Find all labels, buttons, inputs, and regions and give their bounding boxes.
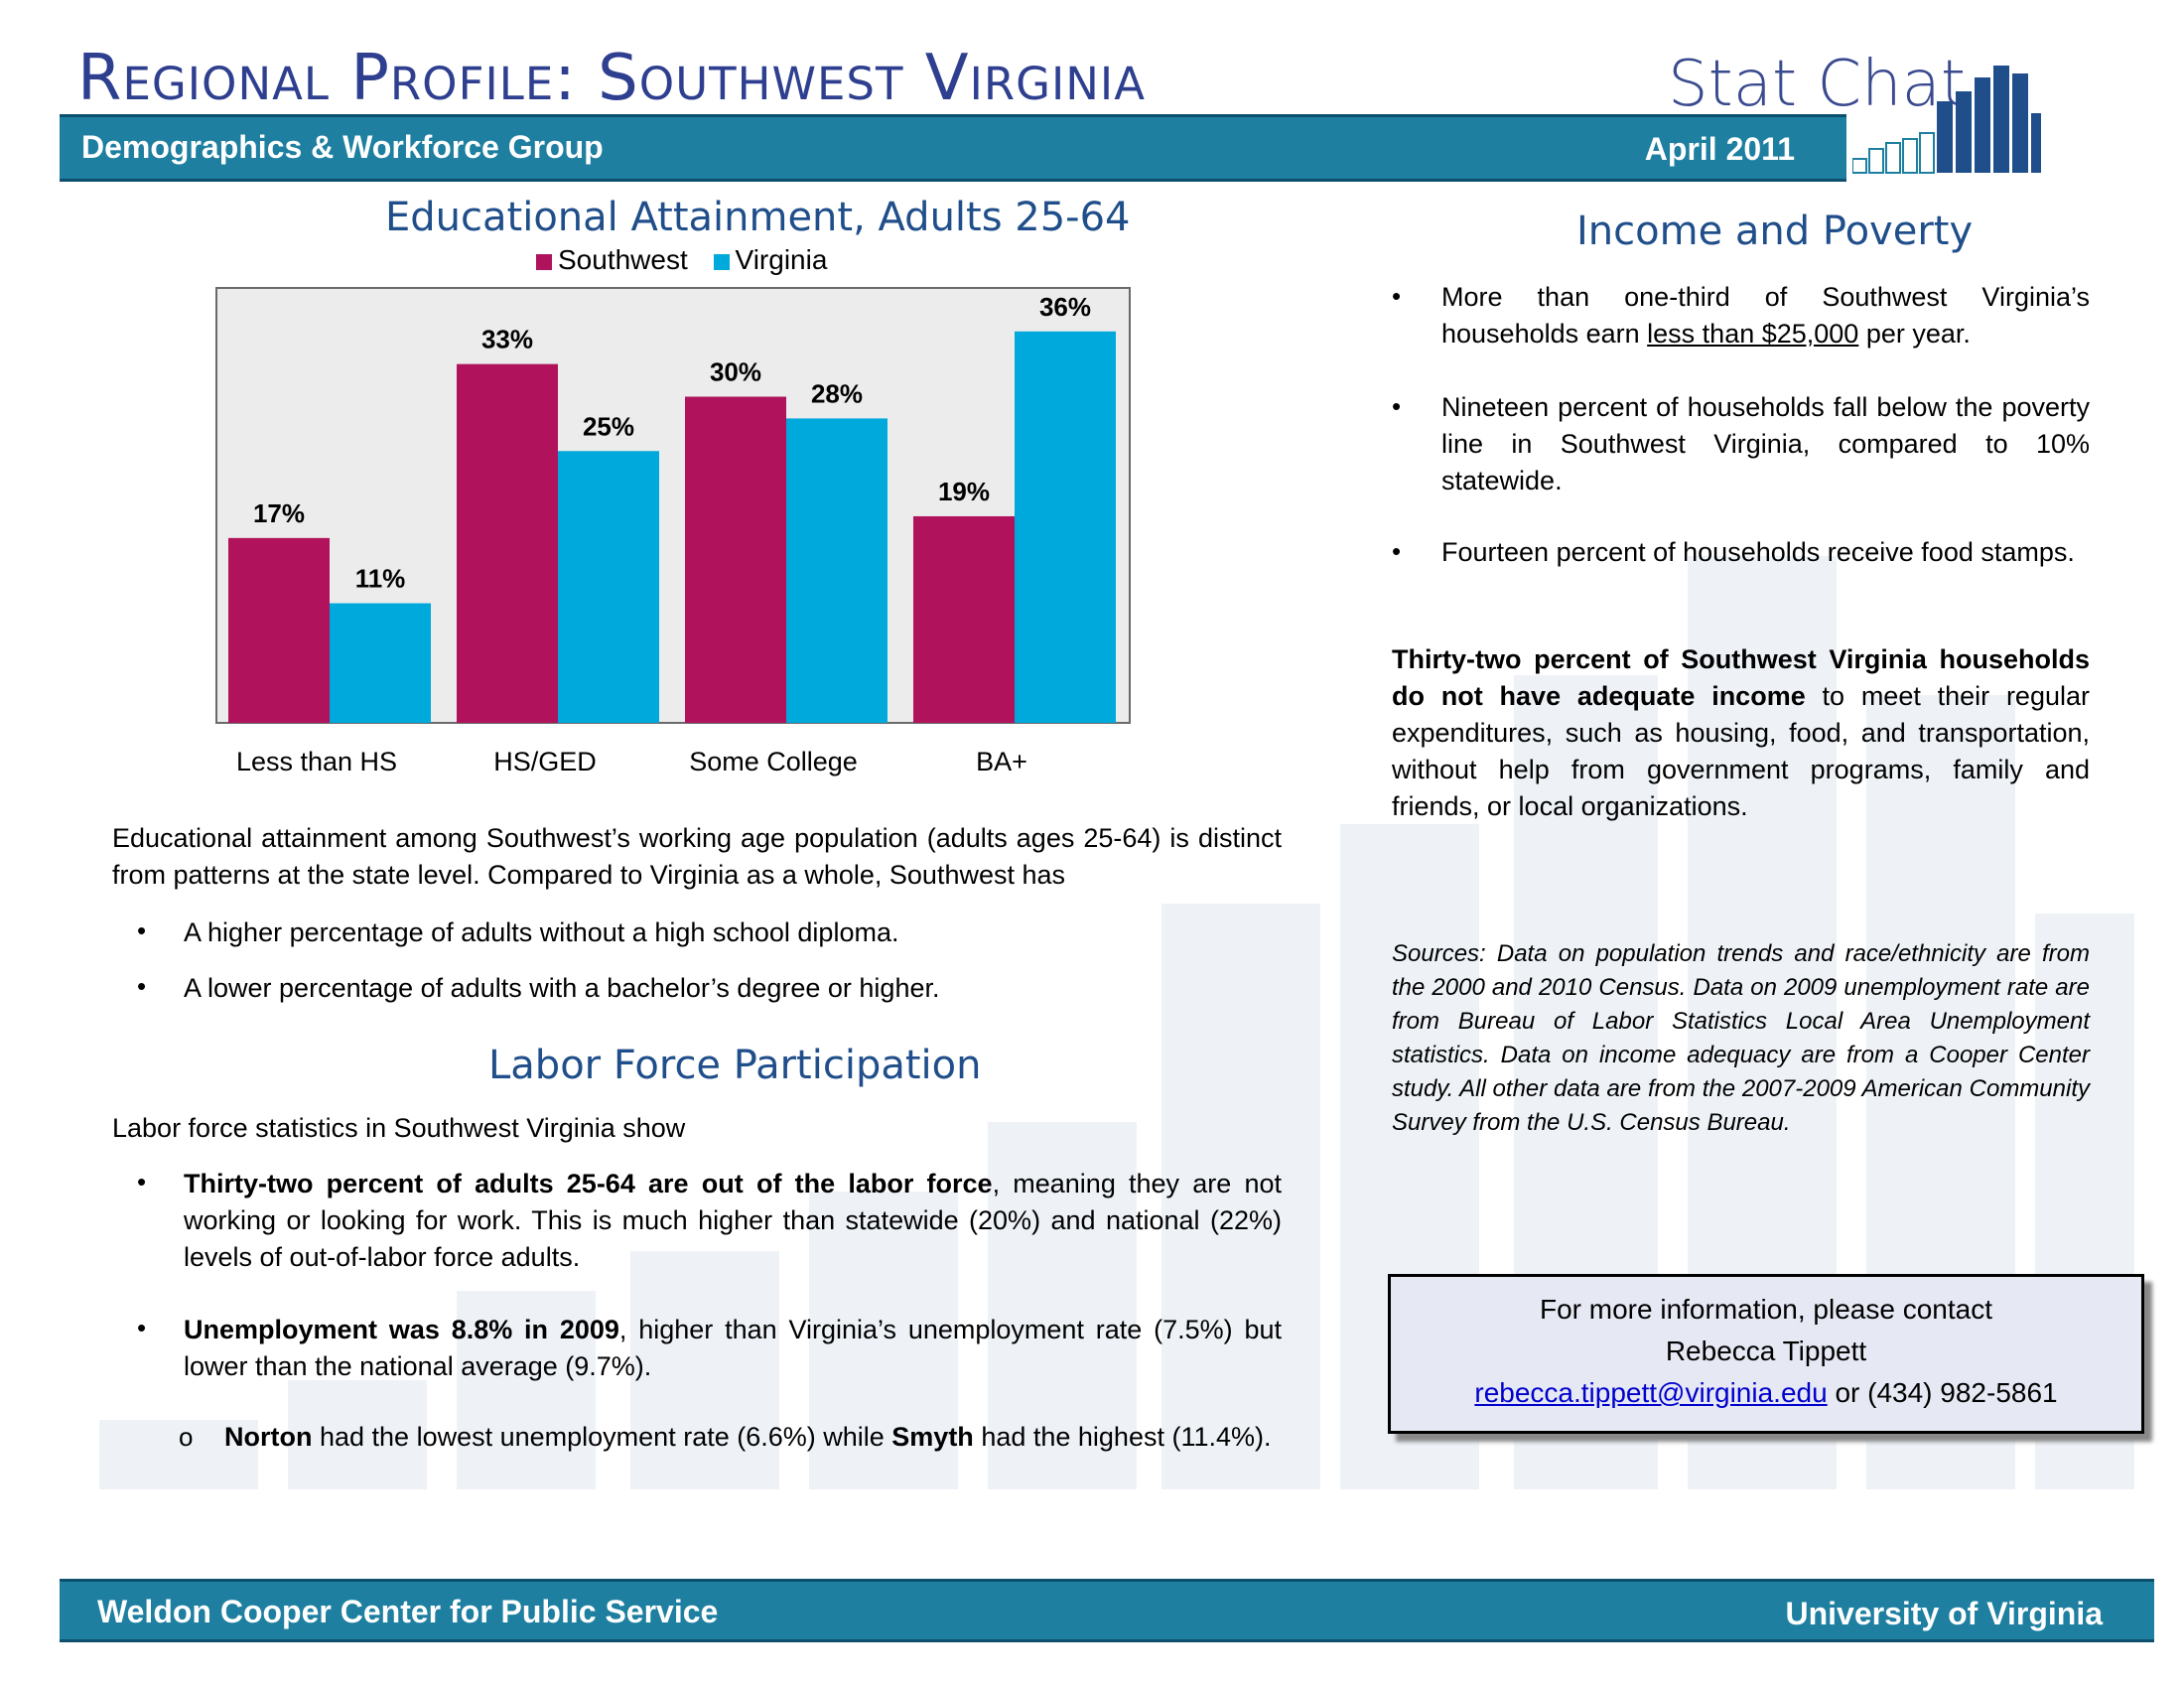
- data-label: 33%: [481, 325, 533, 354]
- watermark-bar: [99, 1420, 258, 1489]
- education-bullet: A higher percentage of adults without a …: [184, 917, 899, 947]
- legend-item-southwest: Southwest: [536, 244, 688, 275]
- bullet-marker: •: [1392, 281, 1402, 311]
- bullet-marker: •: [137, 971, 147, 1001]
- education-bullet: A lower percentage of adults with a bach…: [184, 973, 940, 1003]
- watermark-bar: [288, 1380, 427, 1489]
- bullet-marker: •: [137, 1313, 147, 1342]
- watermark-bar: [1161, 904, 1320, 1489]
- contact-email-link[interactable]: rebecca.tippett@virginia.edu: [1474, 1377, 1828, 1408]
- labor-sub-bullet: Norton had the lowest unemployment rate …: [224, 1422, 1272, 1452]
- sources-note: Sources: Data on population trends and r…: [1392, 940, 2090, 1136]
- bar-virginia-3: [1015, 331, 1116, 723]
- income-heading: Income and Poverty: [1576, 209, 1974, 254]
- footer-organization: Weldon Cooper Center for Public Service: [97, 1594, 719, 1629]
- footer-university: University of Virginia: [1785, 1596, 2104, 1631]
- bullet-marker: •: [1392, 536, 1402, 566]
- bar-virginia-0: [330, 603, 431, 723]
- data-label: 30%: [710, 357, 761, 387]
- x-tick-label: Some College: [689, 747, 858, 776]
- page-title: Regional Profile: Southwest Virginia: [77, 42, 1146, 115]
- labor-bullet-1: Thirty-two percent of adults 25-64 are o…: [184, 1169, 1283, 1272]
- bar-virginia-2: [786, 418, 887, 723]
- watermark-bar: [457, 1291, 596, 1489]
- stat-chat-logo: [1852, 66, 2041, 174]
- bar-virginia-1: [558, 451, 659, 723]
- legend-item-virginia: Virginia: [713, 244, 827, 275]
- data-label: 28%: [811, 378, 863, 408]
- contact-line: For more information, please contact: [1540, 1294, 1992, 1325]
- income-bullet-1: More than one-third of Southwest Virgini…: [1441, 282, 2090, 349]
- brand-name: Stat Chat: [1668, 48, 1966, 121]
- data-label: 36%: [1039, 292, 1091, 322]
- bullet-marker: •: [1392, 391, 1402, 421]
- data-label: 25%: [583, 411, 634, 441]
- data-label: 19%: [938, 477, 990, 506]
- legend-swatch-southwest: [536, 253, 552, 270]
- education-paragraph: Educational attainment among Southwest’s…: [112, 823, 1282, 890]
- footer-band: Weldon Cooper Center for Public Service …: [60, 1579, 2154, 1642]
- x-tick-label: HS/GED: [493, 747, 597, 776]
- legend-swatch-virginia: [713, 253, 730, 270]
- income-bullet-2: Nineteen percent of households fall belo…: [1441, 392, 2090, 495]
- chart-heading: Educational Attainment, Adults 25-64: [385, 195, 1131, 240]
- labor-bullet-2: Unemployment was 8.8% in 2009, higher th…: [184, 1315, 1282, 1381]
- bar-southwest-1: [457, 363, 558, 723]
- education-chart: 17% 11% Less than HS 33% 25% HS/GED 30% 28% Some…: [215, 287, 1131, 776]
- income-paragraph: Thirty-two percent of Southwest Virginia…: [1392, 644, 2090, 821]
- header-band: Demographics & Workforce Group April 201…: [60, 114, 1846, 182]
- watermark-bar: [630, 1251, 779, 1489]
- sub-bullet-marker: o: [179, 1422, 194, 1452]
- bar-southwest-3: [913, 515, 1015, 723]
- income-bullet-3: Fourteen percent of households receive f…: [1441, 537, 2075, 567]
- x-tick-label: Less than HS: [236, 747, 397, 776]
- labor-heading: Labor Force Participation: [488, 1043, 982, 1088]
- labor-intro: Labor force statistics in Southwest Virg…: [112, 1113, 686, 1143]
- chart-legend: Southwest Virginia: [536, 244, 845, 276]
- bar-southwest-0: [228, 537, 330, 723]
- watermark-bar: [988, 1122, 1137, 1489]
- contact-details: rebecca.tippett@virginia.edu or (434) 98…: [1474, 1377, 2058, 1408]
- data-label: 17%: [253, 498, 305, 528]
- contact-phone: (434) 982-5861: [1867, 1377, 2058, 1408]
- x-tick-label: BA+: [976, 747, 1027, 776]
- contact-box: For more information, please contact Reb…: [1388, 1274, 2144, 1434]
- watermark-bar: [809, 1192, 958, 1489]
- bullet-marker: •: [137, 1167, 147, 1196]
- data-label: 11%: [355, 564, 406, 594]
- contact-name: Rebecca Tippett: [1665, 1336, 1867, 1366]
- bar-southwest-2: [685, 396, 786, 723]
- group-name: Demographics & Workforce Group: [81, 129, 604, 165]
- bullet-marker: •: [137, 915, 147, 945]
- issue-date: April 2011: [1644, 131, 1795, 167]
